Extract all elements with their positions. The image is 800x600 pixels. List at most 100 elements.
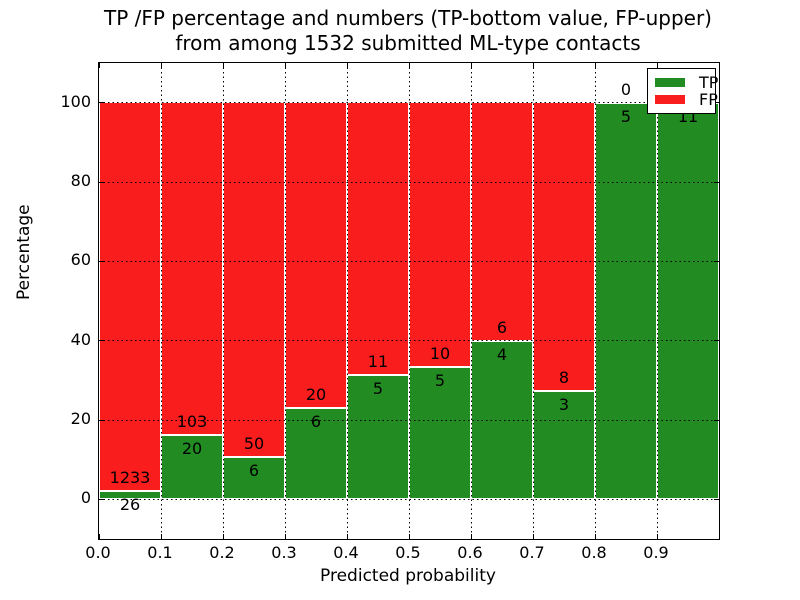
x-tick-mark bbox=[160, 63, 162, 68]
vertical-gridline bbox=[408, 63, 410, 539]
fp-swatch-icon bbox=[655, 95, 685, 104]
x-tick-mark bbox=[222, 63, 224, 68]
y-tick-mark bbox=[99, 340, 104, 342]
x-tick-label: 0.6 bbox=[457, 543, 483, 562]
y-tick-label: 40 bbox=[70, 329, 91, 349]
x-tick-mark bbox=[284, 63, 286, 68]
x-tick-mark bbox=[160, 534, 162, 539]
chart-title: TP /FP percentage and numbers (TP-bottom… bbox=[98, 6, 718, 56]
bar-fp-segment bbox=[161, 102, 223, 435]
x-tick-mark bbox=[346, 63, 348, 68]
x-tick-mark bbox=[408, 534, 410, 539]
horizontal-gridline bbox=[99, 419, 719, 421]
fp-count-label: 0 bbox=[620, 79, 632, 99]
x-tick-mark bbox=[470, 63, 472, 68]
y-tick-label: 100 bbox=[60, 91, 91, 111]
bar-fp-segment bbox=[533, 102, 595, 392]
bar-fp-segment bbox=[99, 102, 161, 492]
vertical-gridline bbox=[594, 63, 596, 539]
bar-tp-segment bbox=[595, 102, 657, 500]
x-tick-mark bbox=[532, 534, 534, 539]
horizontal-gridline bbox=[99, 102, 719, 104]
chart-title-line1: TP /FP percentage and numbers (TP-bottom… bbox=[104, 6, 712, 30]
x-tick-mark bbox=[470, 534, 472, 539]
tp-count-label: 5 bbox=[434, 371, 446, 391]
y-tick-mark bbox=[99, 260, 104, 262]
horizontal-gridline bbox=[99, 498, 719, 500]
tp-count-label: 26 bbox=[119, 495, 141, 515]
x-tick-mark bbox=[98, 534, 100, 539]
y-tick-mark bbox=[714, 340, 719, 342]
y-tick-label: 0 bbox=[80, 488, 91, 508]
bar-tp-segment bbox=[657, 102, 719, 500]
y-tick-mark bbox=[714, 498, 719, 500]
x-tick-label: 0.3 bbox=[271, 543, 297, 562]
bar-fp-segment bbox=[223, 102, 285, 457]
fp-count-label: 6 bbox=[496, 317, 508, 337]
legend-item: FP bbox=[655, 91, 718, 108]
vertical-gridline bbox=[346, 63, 348, 539]
tp-count-label: 5 bbox=[620, 106, 632, 126]
x-tick-mark bbox=[98, 63, 100, 68]
x-axis-label: Predicted probability bbox=[320, 566, 496, 586]
legend-label: FP bbox=[699, 89, 718, 109]
vertical-gridline bbox=[532, 63, 534, 539]
fp-count-label: 11 bbox=[367, 352, 389, 372]
bar-tp-segment bbox=[409, 367, 471, 500]
x-tick-label: 0.1 bbox=[147, 543, 173, 562]
vertical-gridline bbox=[222, 63, 224, 539]
vertical-gridline bbox=[656, 63, 658, 539]
x-tick-mark bbox=[656, 63, 658, 68]
x-tick-label: 0.5 bbox=[395, 543, 421, 562]
x-tick-label: 0.8 bbox=[581, 543, 607, 562]
x-tick-label: 0.9 bbox=[643, 543, 669, 562]
horizontal-gridline bbox=[99, 340, 719, 342]
legend: TP FP bbox=[647, 68, 718, 114]
fp-count-label: 8 bbox=[558, 368, 570, 388]
legend-item: TP bbox=[655, 74, 718, 91]
y-tick-mark bbox=[99, 498, 104, 500]
plot-area: 1233 26 103 20 50 6 20 6 11 5 10 5 6 4 8 3 0 5 11 TP FP bbox=[98, 62, 720, 540]
tp-count-label: 20 bbox=[181, 438, 203, 458]
x-tick-mark bbox=[222, 534, 224, 539]
x-tick-label: 0.7 bbox=[519, 543, 545, 562]
vertical-gridline bbox=[160, 63, 162, 539]
x-tick-mark bbox=[532, 63, 534, 68]
y-tick-label: 20 bbox=[70, 409, 91, 428]
y-tick-mark bbox=[99, 181, 104, 183]
y-tick-label: 60 bbox=[70, 250, 91, 270]
tp-swatch-icon bbox=[655, 78, 685, 87]
bar-fp-segment bbox=[347, 102, 409, 376]
chart-title-line2: from among 1532 submitted ML-type contac… bbox=[175, 31, 641, 55]
legend-label: TP bbox=[699, 72, 719, 92]
y-tick-mark bbox=[714, 181, 719, 183]
x-tick-mark bbox=[346, 534, 348, 539]
tp-count-label: 5 bbox=[372, 379, 384, 399]
vertical-gridline bbox=[284, 63, 286, 539]
y-tick-mark bbox=[99, 419, 104, 421]
y-tick-mark bbox=[714, 419, 719, 421]
tp-count-label: 6 bbox=[248, 460, 260, 480]
bar-fp-segment bbox=[285, 102, 347, 408]
horizontal-gridline bbox=[99, 181, 719, 183]
fp-count-label: 20 bbox=[305, 384, 327, 404]
tp-count-label: 4 bbox=[496, 344, 508, 364]
fp-count-label: 103 bbox=[176, 411, 208, 431]
tp-count-label: 3 bbox=[558, 395, 570, 415]
x-tick-mark bbox=[284, 534, 286, 539]
x-tick-label: 0.0 bbox=[85, 543, 111, 562]
vertical-gridline bbox=[470, 63, 472, 539]
bar-tp-segment bbox=[223, 456, 285, 500]
tp-count-label: 6 bbox=[310, 411, 322, 431]
fp-count-label: 1233 bbox=[109, 468, 151, 488]
bar-fp-segment bbox=[409, 102, 471, 368]
x-tick-mark bbox=[594, 534, 596, 539]
x-tick-label: 0.4 bbox=[333, 543, 359, 562]
y-tick-label: 80 bbox=[70, 171, 91, 190]
y-tick-mark bbox=[99, 102, 104, 104]
fp-count-label: 10 bbox=[429, 344, 451, 364]
x-tick-mark bbox=[408, 63, 410, 68]
y-tick-mark bbox=[714, 260, 719, 262]
x-tick-label: 0.2 bbox=[209, 543, 235, 562]
